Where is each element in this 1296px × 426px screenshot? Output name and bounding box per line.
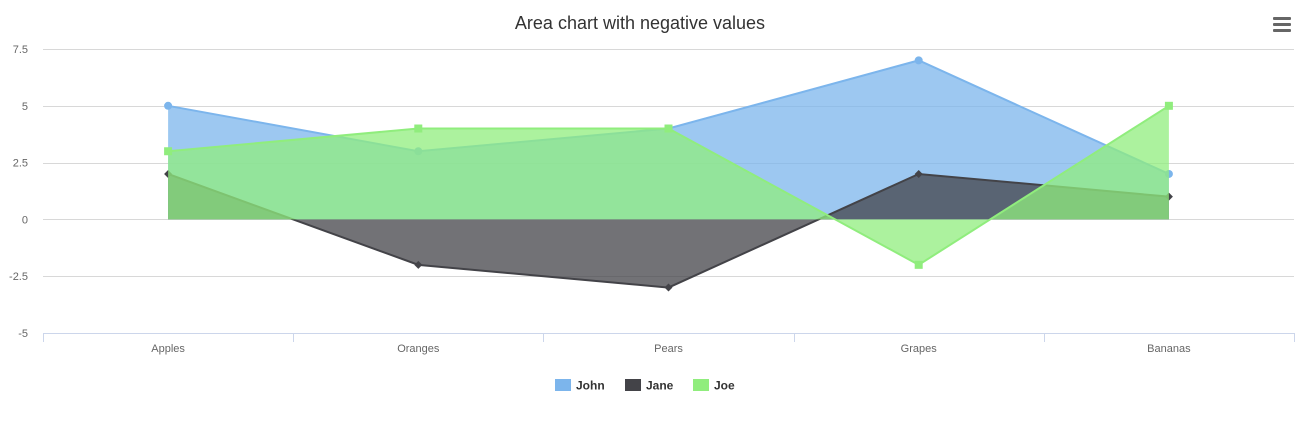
chart-title: Area chart with negative values	[515, 13, 765, 33]
hamburger-menu-icon	[1273, 17, 1291, 32]
legend-swatch	[555, 379, 571, 391]
y-tick-label: -5	[18, 328, 28, 340]
series-joe	[164, 101, 1173, 269]
y-tick-label: -2.5	[9, 271, 28, 283]
legend-swatch	[625, 379, 641, 391]
data-point[interactable]	[164, 101, 173, 110]
data-point[interactable]	[414, 124, 423, 133]
legend-label: John	[576, 379, 605, 393]
x-tick-label: Bananas	[1147, 343, 1191, 355]
data-point[interactable]	[664, 283, 673, 292]
y-axis-labels: -5 -2.5 0 2.5 5 7.5	[9, 44, 28, 340]
series-layer	[164, 56, 1173, 292]
data-point[interactable]	[164, 147, 173, 156]
data-point[interactable]	[664, 124, 673, 133]
y-tick-label: 2.5	[13, 158, 28, 170]
y-tick-label: 7.5	[13, 44, 28, 56]
x-tick-label: Apples	[151, 343, 185, 355]
legend-swatch	[693, 379, 709, 391]
series-area	[168, 105, 1169, 265]
data-point[interactable]	[914, 169, 923, 178]
x-axis: Apples Oranges Pears Grapes Bananas	[43, 333, 1295, 355]
data-point[interactable]	[414, 260, 423, 269]
data-point[interactable]	[914, 260, 923, 269]
x-tick-label: Pears	[654, 343, 683, 355]
legend-label: Jane	[646, 379, 674, 393]
x-tick-label: Grapes	[901, 343, 938, 355]
chart-legend: John Jane Joe	[555, 379, 735, 393]
legend-label: Joe	[714, 379, 735, 393]
legend-item-joe[interactable]: Joe	[693, 379, 735, 393]
data-point[interactable]	[914, 56, 923, 65]
data-point[interactable]	[1164, 101, 1173, 110]
series-jane	[164, 169, 1173, 292]
legend-item-john[interactable]: John	[555, 379, 605, 393]
series-area	[168, 173, 1169, 288]
y-tick-label: 5	[22, 101, 28, 113]
x-tick-label: Oranges	[397, 343, 440, 355]
legend-item-jane[interactable]: Jane	[625, 379, 674, 393]
chart-menu-button[interactable]	[1269, 13, 1295, 37]
y-tick-label: 0	[22, 214, 28, 226]
